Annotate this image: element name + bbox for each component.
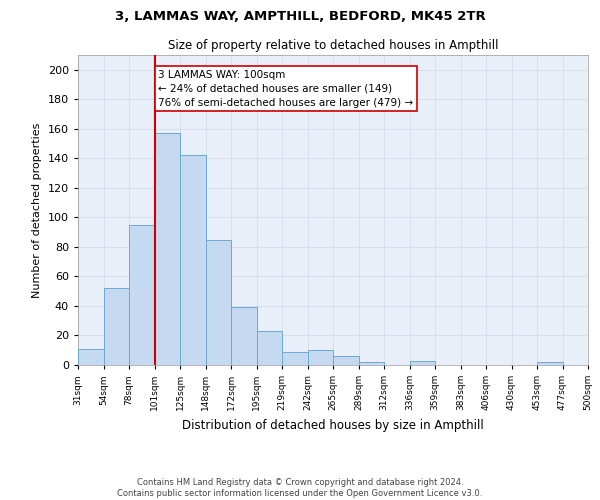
Bar: [537, 362, 563, 365]
Bar: [308, 350, 333, 365]
Text: 3, LAMMAS WAY, AMPTHILL, BEDFORD, MK45 2TR: 3, LAMMAS WAY, AMPTHILL, BEDFORD, MK45 2…: [115, 10, 485, 23]
Bar: [104, 288, 129, 365]
Bar: [205, 240, 231, 365]
Bar: [282, 352, 308, 365]
Y-axis label: Number of detached properties: Number of detached properties: [32, 122, 42, 298]
Bar: [78, 349, 104, 365]
Bar: [180, 156, 205, 365]
Title: Size of property relative to detached houses in Ampthill: Size of property relative to detached ho…: [168, 40, 498, 52]
Bar: [155, 133, 180, 365]
Bar: [231, 308, 257, 365]
Bar: [257, 331, 282, 365]
Text: Contains HM Land Registry data © Crown copyright and database right 2024.
Contai: Contains HM Land Registry data © Crown c…: [118, 478, 482, 498]
Text: 3 LAMMAS WAY: 100sqm
← 24% of detached houses are smaller (149)
76% of semi-deta: 3 LAMMAS WAY: 100sqm ← 24% of detached h…: [158, 70, 413, 108]
Bar: [129, 225, 155, 365]
Bar: [409, 360, 435, 365]
X-axis label: Distribution of detached houses by size in Ampthill: Distribution of detached houses by size …: [182, 418, 484, 432]
Bar: [333, 356, 359, 365]
Bar: [359, 362, 384, 365]
